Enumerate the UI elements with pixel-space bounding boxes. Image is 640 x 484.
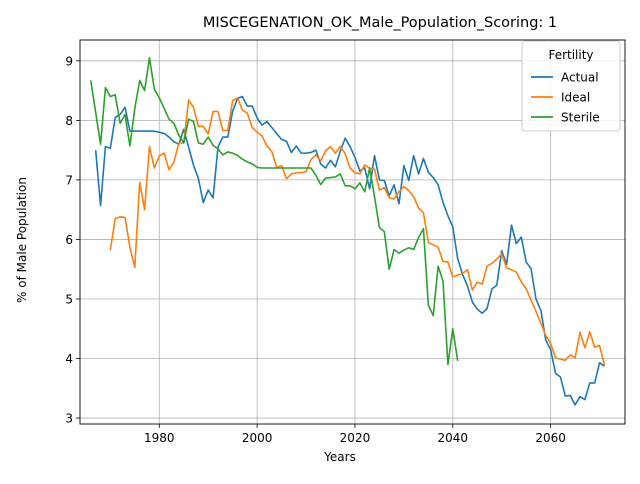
y-tick-label: 4 [65, 352, 73, 366]
x-tick-label: 2060 [535, 431, 566, 445]
legend-title: Fertility [548, 48, 593, 62]
series-lines [89, 57, 606, 406]
y-tick-label: 9 [65, 54, 73, 68]
y-tick-label: 3 [65, 412, 73, 426]
legend-box [521, 40, 621, 132]
x-axis-label: Years [323, 450, 356, 464]
plot-frame [79, 39, 626, 425]
axis-ticks: 1980 2000 2020 2040 2060 3 4 5 6 7 8 9 [65, 54, 566, 445]
series-line-sterile [89, 57, 459, 366]
x-tick-label: 1980 [144, 431, 175, 445]
x-tick-label: 2040 [438, 431, 469, 445]
y-tick-label: 7 [65, 173, 73, 187]
y-tick-label: 5 [65, 292, 73, 306]
legend-label-actual: Actual [561, 71, 599, 85]
legend-label-sterile: Sterile [561, 111, 600, 125]
y-axis-label: % of Male Population [15, 177, 29, 303]
x-tick-label: 2000 [242, 431, 273, 445]
chart-title: MISCEGENATION_OK_Male_Population_Scoring… [203, 15, 557, 31]
legend: Fertility Actual Ideal Sterile [521, 40, 621, 132]
y-tick-label: 6 [65, 233, 73, 247]
y-tick-label: 8 [65, 114, 73, 128]
x-tick-label: 2020 [340, 431, 371, 445]
series-line-ideal [109, 96, 606, 366]
legend-label-ideal: Ideal [561, 91, 590, 105]
